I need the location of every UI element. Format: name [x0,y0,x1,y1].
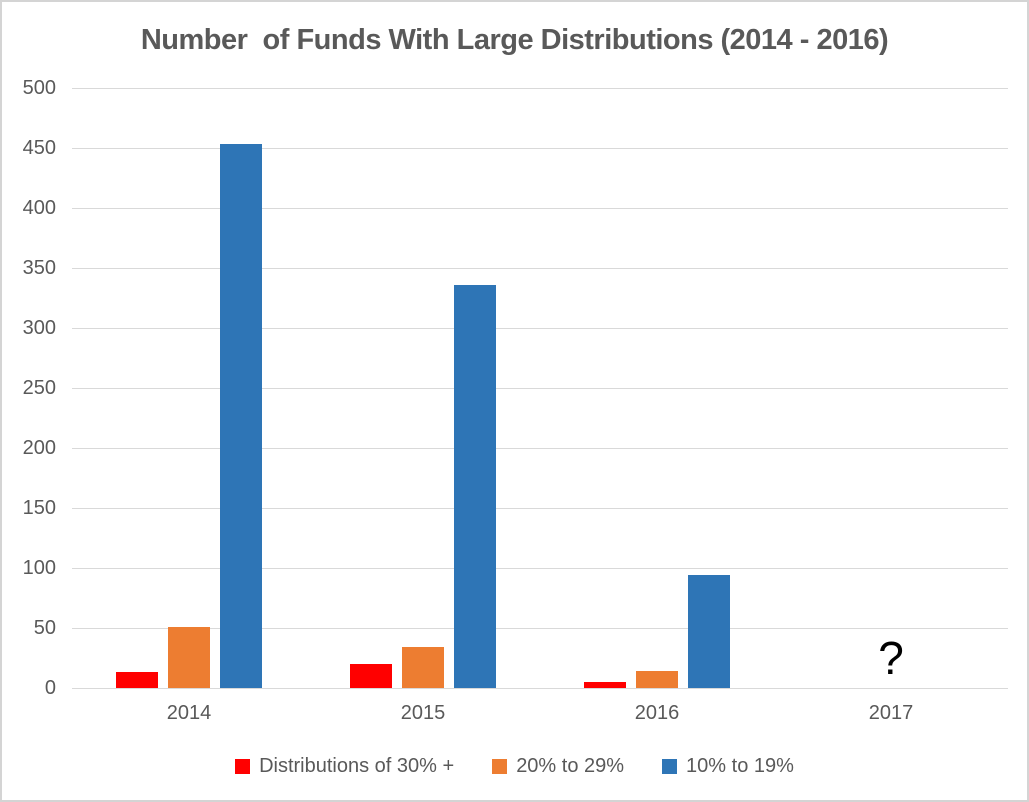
ytick-label-300: 300 [22,317,56,339]
bar-2015-distributions-of-30 [350,664,392,688]
ytick-label-200: 200 [22,437,56,459]
bar-2014-20-to-29 [168,626,210,688]
legend-item-distributions-of-30: Distributions of 30% + [235,755,454,778]
gridline-350 [72,268,1008,269]
legend-label-distributions-of-30: Distributions of 30% + [259,755,455,777]
gridline-0 [72,688,1008,689]
plot-area: ? [72,88,1008,689]
category-group-2015 [306,88,540,688]
xtick-label-2016: 2016 [634,702,680,724]
bar-2014-10-to-19 [220,144,262,688]
bar-2015-20-to-29 [402,647,444,688]
ytick-label-350: 350 [22,257,56,279]
legend-item-20-to-29: 20% to 29% [492,755,624,778]
gridline-100 [72,568,1008,569]
ytick-label-100: 100 [22,557,56,579]
legend-item-10-to-19: 10% to 19% [662,755,794,778]
legend-label-20-to-29: 20% to 29% [516,755,625,777]
bar-2014-distributions-of-30 [116,672,158,688]
xtick-label-2015: 2015 [400,702,446,724]
bar-2016-distributions-of-30 [584,682,626,688]
gridline-450 [72,148,1008,149]
legend-swatch-10-to-19 [662,759,678,774]
gridline-250 [72,388,1008,389]
gridline-400 [72,208,1008,209]
xtick-label-2014: 2014 [166,702,212,724]
gridline-200 [72,448,1008,449]
ytick-label-450: 450 [22,137,56,159]
gridline-500 [72,88,1008,89]
bar-2016-10-to-19 [688,575,730,688]
bar-2015-10-to-19 [454,284,496,688]
ytick-label-250: 250 [22,377,56,399]
ytick-label-50: 50 [33,617,56,639]
bar-2016-20-to-29 [636,671,678,688]
unknown-value-annotation: ? [878,632,904,684]
category-group-2017: ? [774,88,1008,688]
ytick-label-150: 150 [22,497,56,519]
legend: Distributions of 30% + 20% to 29% 10% to 1… [2,755,1027,778]
category-group-2014 [72,88,306,688]
legend-swatch-distributions-of-30 [235,759,251,774]
category-group-2016 [540,88,774,688]
ytick-label-0: 0 [44,677,56,699]
gridline-150 [72,508,1008,509]
ytick-label-400: 400 [22,197,56,219]
xtick-label-2017: 2017 [868,702,914,724]
legend-swatch-20-to-29 [492,759,508,774]
gridline-300 [72,328,1008,329]
ytick-label-500: 500 [22,77,56,99]
gridline-50 [72,628,1008,629]
chart-title: Number of Funds With Large Distributions… [140,24,889,56]
legend-label-10-to-19: 10% to 19% [686,755,794,777]
